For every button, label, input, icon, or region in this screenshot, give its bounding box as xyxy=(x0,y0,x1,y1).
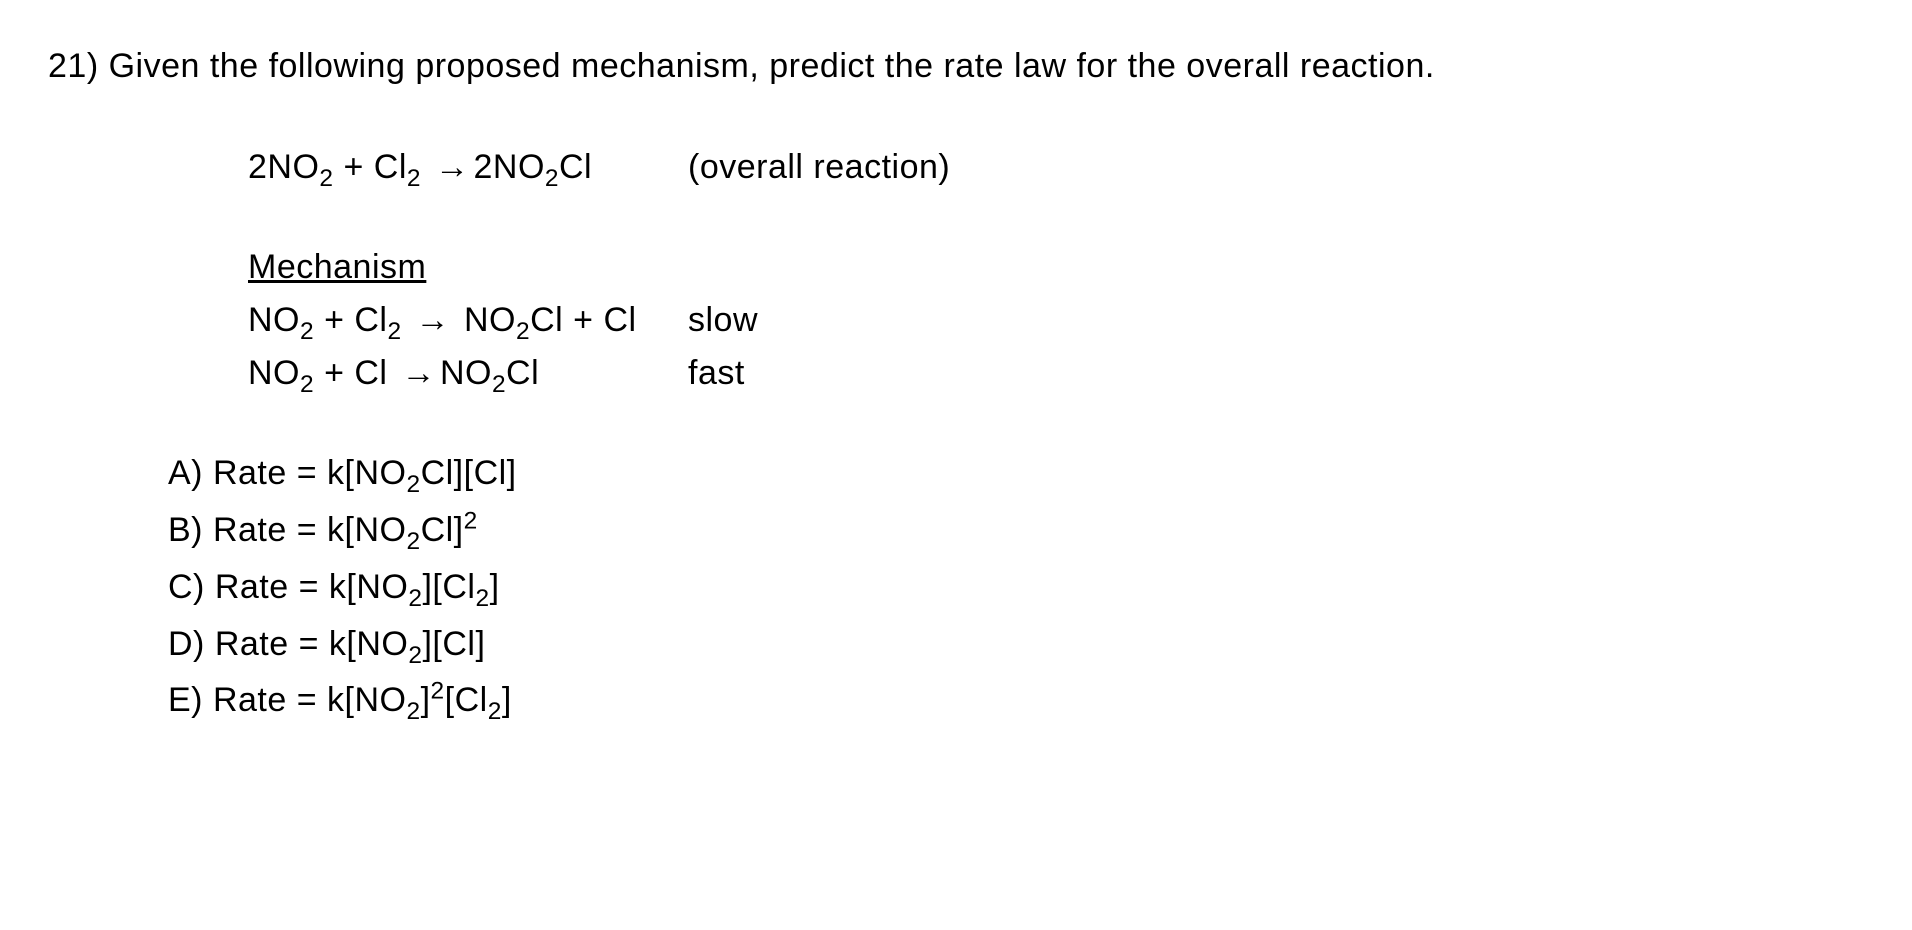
arrow-icon: → xyxy=(412,301,455,339)
choice-text: ][Cl xyxy=(422,568,475,606)
choice-d: D) Rate = k[NO2][Cl] xyxy=(168,618,1864,671)
subscript: 2 xyxy=(545,164,559,191)
answer-choices: A) Rate = k[NO2Cl][Cl] B) Rate = k[NO2Cl… xyxy=(168,447,1864,726)
choice-text: Rate = k[NO xyxy=(213,681,407,719)
choice-text: Rate = k[NO xyxy=(215,568,409,606)
species: Cl xyxy=(354,301,387,339)
choice-letter: B) xyxy=(168,511,203,549)
species-tail: Cl xyxy=(506,354,539,392)
subscript: 2 xyxy=(516,318,530,345)
choice-a: A) Rate = k[NO2Cl][Cl] xyxy=(168,447,1864,500)
overall-reaction-block: 2NO2 + Cl2 →2NO2Cl (overall reaction) xyxy=(248,141,1864,194)
choice-text: ][Cl] xyxy=(422,625,485,663)
question-number: 21) xyxy=(48,47,99,85)
mechanism-step-2: NO2 + Cl →NO2Cl fast xyxy=(248,347,1864,400)
species: NO xyxy=(267,148,319,186)
question-text: Given the following proposed mechanism, … xyxy=(109,47,1435,85)
subscript: 2 xyxy=(300,318,314,345)
choice-text: [Cl xyxy=(445,681,488,719)
species: NO xyxy=(248,354,300,392)
choice-text: ] xyxy=(502,681,512,719)
mechanism-step-1-label: slow xyxy=(688,294,758,347)
coef: 2 xyxy=(248,148,267,186)
coef: 2 xyxy=(473,148,492,186)
choice-letter: A) xyxy=(168,454,203,492)
species: NO xyxy=(464,301,516,339)
choice-letter: E) xyxy=(168,681,203,719)
choice-e: E) Rate = k[NO2]2[Cl2] xyxy=(168,674,1864,727)
species: NO xyxy=(440,354,492,392)
subscript: 2 xyxy=(408,641,422,668)
mechanism-step-2-label: fast xyxy=(688,347,745,400)
choice-letter: C) xyxy=(168,568,205,606)
plus: + xyxy=(324,301,344,339)
plus: + xyxy=(324,354,344,392)
choice-text: Rate = k[NO xyxy=(215,625,409,663)
overall-reaction-label: (overall reaction) xyxy=(688,141,950,194)
choice-text: Cl][Cl] xyxy=(421,454,517,492)
mechanism-block: Mechanism NO2 + Cl2 → NO2Cl + Cl slow NO… xyxy=(248,241,1864,399)
species: Cl xyxy=(374,148,407,186)
plus: + xyxy=(343,148,363,186)
subscript: 2 xyxy=(387,318,401,345)
overall-reaction-row: 2NO2 + Cl2 →2NO2Cl (overall reaction) xyxy=(248,141,1864,194)
subscript: 2 xyxy=(488,698,502,725)
choice-text: ] xyxy=(490,568,500,606)
subscript: 2 xyxy=(406,698,420,725)
arrow-icon: → xyxy=(397,354,440,392)
subscript: 2 xyxy=(408,585,422,612)
choice-letter: D) xyxy=(168,625,205,663)
species-tail: Cl xyxy=(530,301,563,339)
species: NO xyxy=(493,148,545,186)
species-tail: Cl xyxy=(559,148,592,186)
subscript: 2 xyxy=(319,164,333,191)
species: NO xyxy=(248,301,300,339)
mechanism-step-1: NO2 + Cl2 → NO2Cl + Cl slow xyxy=(248,294,1864,347)
choice-c: C) Rate = k[NO2][Cl2] xyxy=(168,561,1864,614)
superscript: 2 xyxy=(464,508,478,535)
plus: + xyxy=(573,301,593,339)
choice-text: ] xyxy=(421,681,431,719)
mechanism-heading: Mechanism xyxy=(248,241,1864,294)
subscript: 2 xyxy=(492,371,506,398)
superscript: 2 xyxy=(431,678,445,705)
subscript: 2 xyxy=(407,164,421,191)
subscript: 2 xyxy=(475,585,489,612)
species: Cl xyxy=(354,354,387,392)
overall-reaction-equation: 2NO2 + Cl2 →2NO2Cl xyxy=(248,141,648,194)
mechanism-step-1-eq: NO2 + Cl2 → NO2Cl + Cl xyxy=(248,294,648,347)
choice-text: Rate = k[NO xyxy=(213,511,407,549)
arrow-icon: → xyxy=(431,148,474,186)
choice-text: Rate = k[NO xyxy=(213,454,407,492)
choice-b: B) Rate = k[NO2Cl]2 xyxy=(168,504,1864,557)
mechanism-step-2-eq: NO2 + Cl →NO2Cl xyxy=(248,347,648,400)
species: Cl xyxy=(603,301,636,339)
choice-text: Cl] xyxy=(421,511,464,549)
question-prompt: 21) Given the following proposed mechani… xyxy=(48,40,1864,93)
subscript: 2 xyxy=(300,371,314,398)
subscript: 2 xyxy=(406,471,420,498)
question-page: 21) Given the following proposed mechani… xyxy=(0,0,1912,771)
subscript: 2 xyxy=(406,528,420,555)
